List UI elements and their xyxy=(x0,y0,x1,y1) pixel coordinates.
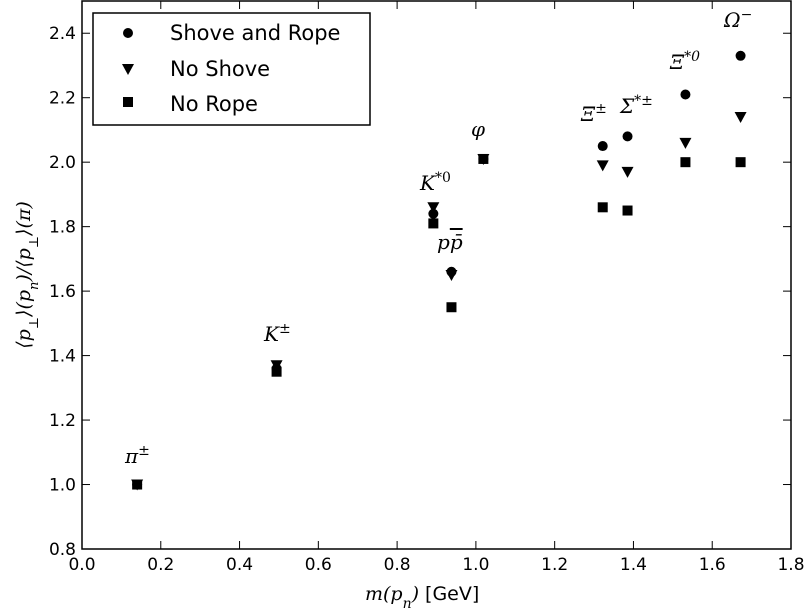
y-tick-label: 1.2 xyxy=(49,411,76,431)
annotation-phi: φ xyxy=(471,117,485,141)
point-no-rope xyxy=(622,205,633,216)
point-no-shove xyxy=(621,166,634,178)
point-no-shove xyxy=(596,160,609,172)
legend-marker-no-shove xyxy=(122,64,134,75)
x-axis-ticks xyxy=(81,1,792,549)
point-no-shove xyxy=(445,270,458,281)
point-no-shove xyxy=(734,112,747,124)
point-no-rope xyxy=(735,157,746,168)
point-no-shove xyxy=(270,360,283,372)
y-tick-label: 0.8 xyxy=(49,540,76,560)
legend-marker-shove-and-rope xyxy=(123,28,133,38)
point-no-rope xyxy=(271,366,282,377)
x-axis-tick-labels: 0.0 0.2 0.4 0.6 0.8 1.0 1.2 1.4 1.6 1.8 xyxy=(68,555,804,575)
x-axis-label: m(pn) [GeV] xyxy=(365,583,479,612)
legend-marker-no-rope xyxy=(123,97,133,107)
x-tick-label: 0.8 xyxy=(384,555,411,575)
y-tick-label: 1.6 xyxy=(49,282,76,302)
point-no-rope xyxy=(132,479,143,490)
x-tick-label: 0.0 xyxy=(68,555,95,575)
y-tick-label: 1.4 xyxy=(49,347,76,367)
annotation-p-pbar: pp̄ xyxy=(437,230,463,254)
x-tick-label: 0.4 xyxy=(226,555,253,575)
legend-label-shove-and-rope: Shove and Rope xyxy=(170,21,340,45)
point-shove-and-rope xyxy=(735,50,746,61)
y-tick-label: 2.4 xyxy=(49,24,76,44)
x-tick-label: 0.6 xyxy=(305,555,332,575)
y-tick-label: 1.8 xyxy=(49,218,76,238)
y-axis-ticks xyxy=(82,32,791,550)
point-no-rope xyxy=(428,218,439,229)
point-no-rope xyxy=(680,157,691,168)
x-tick-label: 1.0 xyxy=(462,555,489,575)
legend-box xyxy=(92,12,371,126)
point-no-rope xyxy=(446,302,457,313)
y-axis-label: ⟨p⊥⟩(pn)/⟨p⊥⟩(π) xyxy=(13,201,42,349)
point-no-rope xyxy=(597,202,608,213)
x-tick-label: 1.4 xyxy=(620,555,647,575)
annotation-k-star-0: K*0 xyxy=(419,170,451,195)
point-no-rope xyxy=(478,153,489,164)
point-shove-and-rope xyxy=(680,89,691,100)
y-tick-label: 1.0 xyxy=(49,476,76,496)
legend-label-no-rope: No Rope xyxy=(170,92,258,116)
point-shove-and-rope xyxy=(597,141,608,152)
x-tick-label: 0.2 xyxy=(147,555,174,575)
point-no-shove xyxy=(427,202,440,214)
y-axis-tick-labels: 0.8 1.0 1.2 1.4 1.6 1.8 2.0 2.2 2.4 xyxy=(49,24,76,560)
legend: Shove and Rope No Shove No Rope xyxy=(92,12,371,126)
point-shove-and-rope xyxy=(622,131,633,142)
y-tick-label: 2.2 xyxy=(49,89,76,109)
legend-label-no-shove: No Shove xyxy=(170,57,270,81)
point-shove-and-rope xyxy=(428,208,439,219)
x-tick-label: 1.8 xyxy=(777,555,804,575)
x-tick-label: 1.6 xyxy=(699,555,726,575)
point-no-shove xyxy=(679,137,692,149)
x-tick-label: 1.2 xyxy=(541,555,568,575)
data-points xyxy=(131,50,747,491)
y-tick-label: 2.0 xyxy=(49,153,76,173)
